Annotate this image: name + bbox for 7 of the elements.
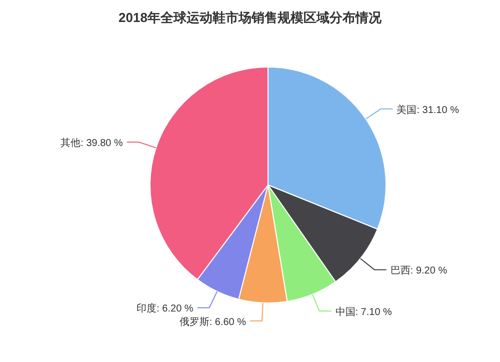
slice-label: 印度: 6.20 % [136,302,194,315]
slice-label: 中国: 7.10 % [335,306,392,318]
slice-label: 俄罗斯: 6.60 % [179,316,246,328]
slice-label: 巴西: 9.20 % [390,266,448,277]
slice-label: 其他: 39.80 % [60,137,124,150]
chart-title: 2018年全球运动鞋市场销售规模区域分布情况 [118,10,382,25]
slice-label: 美国: 31.10 % [396,104,460,116]
